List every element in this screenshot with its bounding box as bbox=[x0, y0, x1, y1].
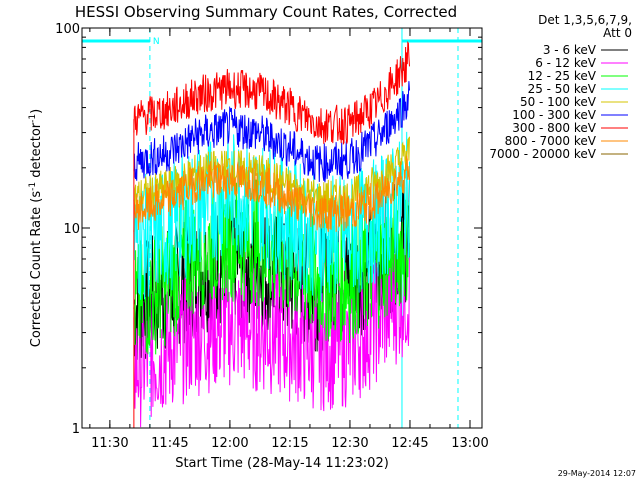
plot-area: N bbox=[82, 28, 482, 428]
y-axis-label-sup: -1 bbox=[28, 182, 38, 191]
y-axis-label-tail-sup: -1 bbox=[28, 114, 38, 123]
y-axis-label: Corrected Count Rate (s-1 detector-1) bbox=[28, 109, 44, 347]
y-tick-label: 10 bbox=[63, 222, 80, 237]
legend-label-7: 300 - 800 keV bbox=[512, 121, 596, 135]
x-axis: 11:30 11:45 12:00 12:15 12:30 12:45 13:00 bbox=[89, 28, 489, 451]
y-tick-label: 100 bbox=[55, 22, 80, 37]
series-line-6 bbox=[133, 81, 410, 183]
y-axis-label-main: Corrected Count Rate (s bbox=[29, 191, 44, 348]
x-tick-label: 11:45 bbox=[151, 436, 188, 451]
legend-label-1: 3 - 6 keV bbox=[543, 43, 597, 57]
x-tick-label: 13:00 bbox=[451, 436, 488, 451]
x-tick-label: 11:30 bbox=[91, 436, 128, 451]
x-tick-label: 12:45 bbox=[391, 436, 428, 451]
legend-label-6: 100 - 300 keV bbox=[512, 108, 596, 122]
legend-label-5: 50 - 100 keV bbox=[520, 95, 597, 109]
x-tick-label: 12:00 bbox=[211, 436, 248, 451]
legend-label-2: 6 - 12 keV bbox=[535, 56, 597, 70]
x-tick-label: 12:30 bbox=[331, 436, 368, 451]
series-line-8 bbox=[133, 155, 410, 233]
series-line-7 bbox=[133, 41, 410, 146]
chart-title: HESSI Observing Summary Count Rates, Cor… bbox=[75, 3, 457, 21]
legend-header-line-2: Att 0 bbox=[603, 26, 632, 40]
legend-label-8: 800 - 7000 keV bbox=[505, 134, 597, 148]
y-axis-label-end: ) bbox=[29, 109, 44, 114]
legend-label-4: 25 - 50 keV bbox=[528, 82, 597, 96]
y-axis-label-tail: detector bbox=[29, 122, 44, 182]
series-line-2 bbox=[133, 233, 410, 428]
footer-date: 29-May-2014 12:07 bbox=[558, 469, 636, 478]
legend-label-9: 7000 - 20000 keV bbox=[489, 147, 596, 161]
legend-label-3: 12 - 25 keV bbox=[528, 69, 597, 83]
y-tick-label: 1 bbox=[72, 422, 80, 437]
x-tick-label: 12:15 bbox=[271, 436, 308, 451]
series-line-4 bbox=[133, 131, 410, 302]
legend-header-line-1: Det 1,3,5,6,7,9, bbox=[538, 13, 632, 27]
x-axis-label: Start Time (28-May-14 11:23:02) bbox=[175, 456, 389, 471]
y-axis: 1 10 100 bbox=[55, 22, 482, 437]
orbit-marker-label: N bbox=[153, 37, 160, 47]
